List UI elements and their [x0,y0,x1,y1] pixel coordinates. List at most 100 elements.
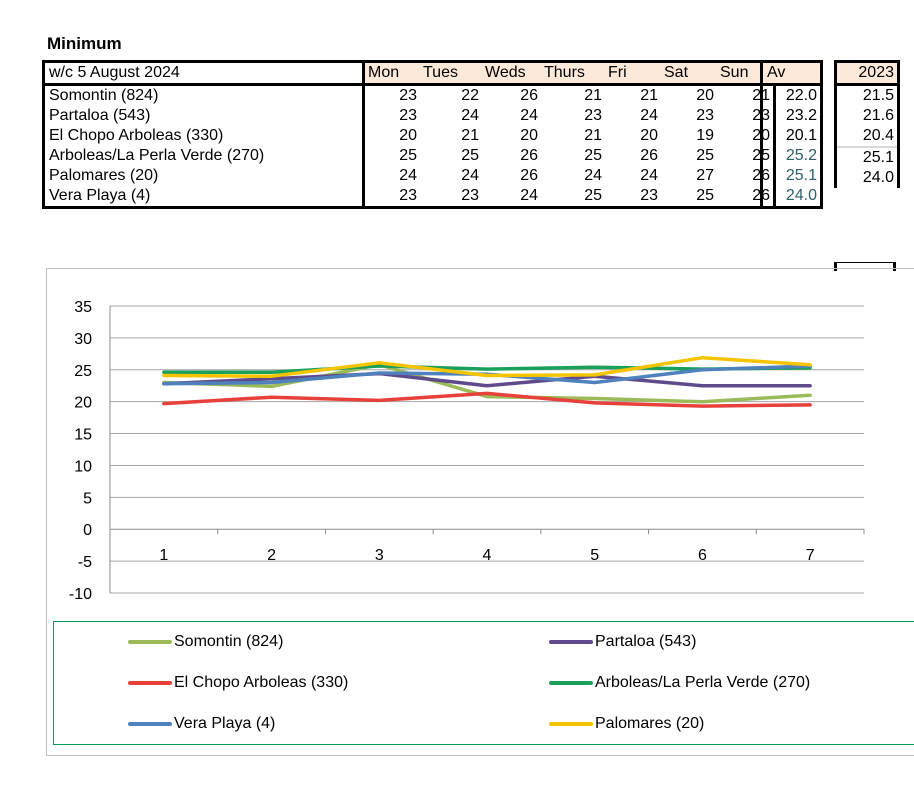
series-line-palomares-20 [162,355,812,378]
legend-label: Somontin (824) [174,633,284,650]
x-tick-label: 1 [159,547,168,564]
av-row: 23.2 [762,106,822,126]
station-name: El Chopo Arboleas (330) [49,127,224,144]
day-value: 24 [520,107,538,124]
av-row: 25.1 [762,166,822,186]
y-tick-label: 15 [74,427,92,444]
day-value: 24 [461,107,479,124]
average-value: 24.0 [785,187,817,204]
year-2023-value: 21.5 [862,87,894,104]
y-tick-label: 25 [74,363,92,380]
average-value: 23.2 [785,107,817,124]
day-value: 27 [696,167,714,184]
chart-area [46,268,914,756]
legend-label: Vera Playa (4) [174,715,276,732]
legend-label: El Chopo Arboleas (330) [174,674,349,691]
day-value: 23 [584,107,602,124]
av-row: 25.2 [762,146,822,166]
table-header-row: w/c 5 August 2024 Mon Tues Weds Thurs Fri Sat S… [44,61,775,85]
legend-swatch [549,639,593,644]
average-column: Av 22.0 23.2 20.1 25.2 25.1 24.0 [760,60,823,209]
legend-item: Arboleas/La Perla Verde (270) [549,674,810,692]
series-line-el-chopo-arboleas-330 [162,391,812,408]
day-header-thurs: Thurs [541,61,605,85]
legend-swatch [549,680,593,685]
year-row [835,146,899,148]
station-name: Palomares (20) [49,167,159,184]
y-tick-label: 10 [74,458,92,475]
day-value: 23 [362,186,420,208]
day-value: 20 [362,126,420,146]
day-value: 24 [640,107,658,124]
day-value: 24 [362,166,420,186]
y-tick-label: -10 [69,586,92,603]
y-tick-label: 0 [83,522,92,539]
day-value: 21 [584,87,602,104]
table-row: El Chopo Arboleas (330) 20 21 20 21 20 19 20 [44,126,775,146]
x-tick-label: 6 [698,547,707,564]
average-value: 25.1 [785,167,817,184]
year-row: 20.4 [836,126,899,146]
average-value: 20.1 [785,127,817,144]
legend-label: Arboleas/La Perla Verde (270) [595,674,811,691]
day-value: 26 [520,87,538,104]
average-value: 25.2 [785,147,817,164]
day-header-tues: Tues [420,61,482,85]
minimum-table: w/c 5 August 2024 Mon Tues Weds Thurs Fri Sat S… [42,60,776,209]
legend-item: Palomares (20) [549,715,704,733]
year-2023-value: 21.6 [862,107,894,124]
legend-swatch [549,721,593,726]
year-2023-column-extension [834,262,896,271]
day-value: 21 [461,127,479,144]
legend-swatch [128,680,172,685]
year-row: 24.0 [836,168,899,188]
table-row: Partaloa (543) 23 24 24 23 24 23 23 [44,106,775,126]
legend-item: Somontin (824) [128,633,283,651]
day-value: 24 [461,167,479,184]
year-2023-value [835,146,899,148]
station-name: Vera Playa (4) [49,187,151,204]
y-tick-label: 20 [74,395,92,412]
x-tick-label: 3 [375,547,384,564]
day-value: 21 [640,87,658,104]
x-tick-label: 5 [590,547,599,564]
av-row: 22.0 [761,84,822,107]
station-name: Somontin (824) [49,87,159,104]
station-name: Partaloa (543) [49,107,151,124]
day-value: 25 [362,146,420,166]
legend-swatch [128,721,172,726]
legend-label: Palomares (20) [595,715,705,732]
year-header-row: 2023 [835,61,899,85]
year-2023-column: 2023 21.5 21.6 20.4 25.1 24.0 [834,60,900,188]
chart-legend: Somontin (824) Partaloa (543) El Chopo Arb… [53,621,914,745]
y-tick-label: 35 [74,299,92,316]
year-2023-value: 25.1 [862,149,894,166]
av-header-row: Av [761,61,822,85]
day-value: 23 [362,84,420,106]
day-value: 20 [696,87,714,104]
average-value: 22.0 [785,87,817,104]
legend-item: Vera Playa (4) [128,715,275,733]
day-header-mon: Mon [362,61,420,85]
day-value: 26 [520,147,538,164]
legend-item: Partaloa (543) [549,633,696,651]
x-tick-label: 4 [483,547,492,564]
year-row: 21.6 [836,106,899,126]
day-value: 23 [362,106,420,126]
year-2023-value: 20.4 [862,127,894,144]
page-title: Minimum [47,34,122,53]
week-label: w/c 5 August 2024 [49,64,180,81]
y-tick-label: -5 [78,554,92,571]
series-line-somontin-824 [162,362,812,404]
day-value: 24 [520,187,538,204]
day-value: 26 [520,167,538,184]
year-2023-value: 24.0 [862,169,894,186]
legend-item: El Chopo Arboleas (330) [128,674,348,692]
average-header: Av [761,61,822,85]
year-row: 21.5 [835,84,899,107]
day-header-fri: Fri [605,61,661,85]
x-tick-label: 2 [267,547,276,564]
day-value: 19 [696,127,714,144]
station-name: Arboleas/La Perla Verde (270) [49,147,265,164]
day-value: 23 [640,187,658,204]
